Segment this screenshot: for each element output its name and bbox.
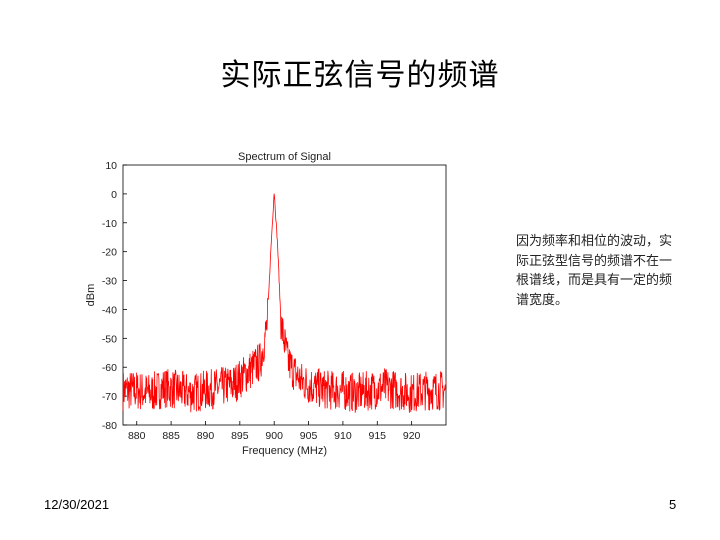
y-tick-label: -50: [102, 333, 117, 345]
y-tick-label: -70: [102, 391, 117, 403]
y-tick-label: 10: [105, 160, 117, 172]
y-axis-label: dBm: [85, 284, 97, 307]
plot-area: [122, 164, 447, 426]
x-tick-label: 920: [403, 430, 421, 442]
x-axis-label: Frequency (MHz): [242, 445, 327, 457]
y-tick-label: -80: [102, 420, 117, 432]
x-tick-label: 900: [265, 430, 283, 442]
x-tick-label: 910: [334, 430, 352, 442]
slide-title: 实际正弦信号的频谱: [220, 58, 500, 93]
footer-date: 12/30/2021: [44, 497, 110, 512]
x-tick-label: 880: [128, 430, 146, 442]
y-tick-label: -30: [102, 276, 117, 288]
x-tick-label: 885: [162, 430, 180, 442]
x-tick-label: 895: [231, 430, 249, 442]
series-line: [122, 193, 447, 413]
y-tick-label: -40: [102, 304, 117, 316]
x-tick-label: 905: [300, 430, 318, 442]
annotation-note: 因为频率和相位的波动，实际正弦型信号的频谱不在一根谱线，而是具有一定的频谱宽度。: [516, 234, 673, 308]
y-tick-label: -10: [102, 218, 117, 230]
y-tick-label: 0: [111, 189, 117, 201]
x-tick-label: 890: [197, 430, 215, 442]
page-number: 5: [669, 497, 677, 512]
chart-title: Spectrum of Signal: [238, 151, 331, 163]
x-tick-label: 915: [369, 430, 387, 442]
y-tick-label: -20: [102, 247, 117, 259]
ticks-layer: 10 0 -10 -20 -30 -40 -50 -60 -70 -80 880 885 890 895 9…: [102, 160, 421, 442]
y-tick-label: -60: [102, 362, 117, 374]
